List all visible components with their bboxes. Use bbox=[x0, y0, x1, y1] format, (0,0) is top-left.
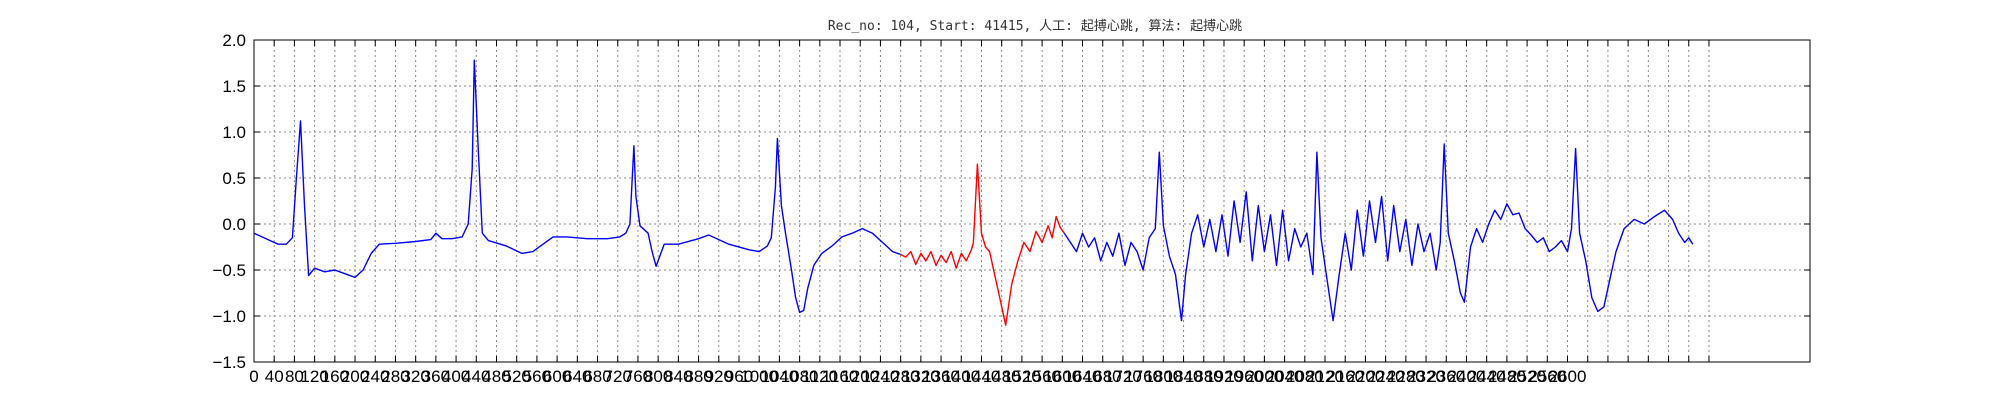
y-tick-label: 1.5 bbox=[222, 77, 246, 96]
series-lines bbox=[253, 59, 1694, 326]
x-tick-label: 1240 bbox=[862, 367, 900, 386]
x-tick-label: 920 bbox=[705, 367, 733, 386]
x-tick-label: 1000 bbox=[740, 367, 778, 386]
x-tick-label: 160 bbox=[321, 367, 349, 386]
x-tick-label: 1400 bbox=[942, 367, 980, 386]
x-tick-label: 2040 bbox=[1266, 367, 1304, 386]
x-tick-label: 880 bbox=[684, 367, 712, 386]
x-tick-label: 1080 bbox=[781, 367, 819, 386]
x-tick-label: 2360 bbox=[1427, 367, 1465, 386]
x-tick-label: 680 bbox=[583, 367, 611, 386]
x-tick-label: 2320 bbox=[1407, 367, 1445, 386]
x-tick-label: 0 bbox=[249, 367, 258, 386]
x-tick-label: 120 bbox=[300, 367, 328, 386]
y-tick-label: −0.5 bbox=[212, 261, 246, 280]
y-tick-label: −1.5 bbox=[212, 353, 246, 372]
y-tick-label: 2.0 bbox=[222, 31, 246, 50]
x-tick-label: 1280 bbox=[882, 367, 920, 386]
chart-title: Rec_no: 104, Start: 41415, 人工: 起搏心跳, 算法:… bbox=[828, 18, 1242, 34]
x-tick-label: 960 bbox=[725, 367, 753, 386]
x-tick-label: 1520 bbox=[1003, 367, 1041, 386]
x-tick-label: 2480 bbox=[1488, 367, 1526, 386]
x-tick-label: 2280 bbox=[1387, 367, 1425, 386]
x-tick-label: 240 bbox=[361, 367, 389, 386]
y-tick-label: 1.0 bbox=[222, 123, 246, 142]
x-tick-label: 280 bbox=[381, 367, 409, 386]
x-tick-label: 40 bbox=[265, 367, 284, 386]
plot-frame bbox=[253, 39, 1811, 363]
series-line-beat bbox=[900, 163, 1065, 326]
x-tick-label: 480 bbox=[482, 367, 510, 386]
x-tick-label: 1640 bbox=[1064, 367, 1102, 386]
x-tick-label: 1480 bbox=[983, 367, 1021, 386]
x-tick-label: 2400 bbox=[1448, 367, 1486, 386]
y-tick-label: 0.0 bbox=[222, 215, 246, 234]
x-tick-label: 400 bbox=[442, 367, 470, 386]
x-tick-label: 2520 bbox=[1508, 367, 1546, 386]
x-tick-label: 2560 bbox=[1528, 367, 1566, 386]
x-tick-label: 560 bbox=[523, 367, 551, 386]
x-tick-label: 360 bbox=[422, 367, 450, 386]
y-tick-label: −1.0 bbox=[212, 307, 246, 326]
x-tick-label: 1680 bbox=[1084, 367, 1122, 386]
x-tick-label: 1960 bbox=[1225, 367, 1263, 386]
x-tick-label: 760 bbox=[624, 367, 652, 386]
x-tick-label: 800 bbox=[644, 367, 672, 386]
x-tick-label: 640 bbox=[563, 367, 591, 386]
x-tick-label: 1360 bbox=[922, 367, 960, 386]
x-tick-label: 1120 bbox=[802, 367, 839, 386]
x-tick-label: 1600 bbox=[1043, 367, 1081, 386]
x-tick-label: 1040 bbox=[760, 367, 798, 386]
x-tick-label: 600 bbox=[543, 367, 571, 386]
x-tick-label: 1720 bbox=[1104, 367, 1142, 386]
x-tick-label: 1320 bbox=[902, 367, 940, 386]
series-line-pre bbox=[253, 59, 901, 313]
x-tick-labels: 0 40 8012016020024028032036040044048052056… bbox=[249, 367, 1586, 386]
x-tick-label: 520 bbox=[503, 367, 531, 386]
x-tick-label: 1440 bbox=[963, 367, 1001, 386]
x-tick-label: 2240 bbox=[1367, 367, 1405, 386]
x-tick-label: 1920 bbox=[1205, 367, 1243, 386]
x-tick-label: 2160 bbox=[1326, 367, 1364, 386]
x-tick-label: 1840 bbox=[1165, 367, 1203, 386]
x-tick-label: 80 bbox=[285, 367, 304, 386]
x-tick-label: 2120 bbox=[1306, 367, 1344, 386]
x-tick-label: 840 bbox=[664, 367, 692, 386]
x-tick-label: 2600 bbox=[1549, 367, 1587, 386]
x-tick-label: 2000 bbox=[1245, 367, 1283, 386]
x-tick-label: 2080 bbox=[1286, 367, 1324, 386]
x-tick-label: 1760 bbox=[1124, 367, 1162, 386]
x-tick-label: 1880 bbox=[1185, 367, 1223, 386]
x-tick-label: 1560 bbox=[1023, 367, 1061, 386]
x-tick-label: 1800 bbox=[1144, 367, 1182, 386]
x-tick-label: 2440 bbox=[1468, 367, 1506, 386]
x-tick-label: 1160 bbox=[822, 367, 859, 386]
axis-ticks bbox=[253, 39, 1810, 363]
x-tick-label: 1200 bbox=[841, 367, 879, 386]
x-tick-label: 320 bbox=[401, 367, 429, 386]
grid-lines bbox=[253, 39, 1810, 363]
series-line-post bbox=[1063, 143, 1694, 322]
x-tick-label: 720 bbox=[604, 367, 632, 386]
x-tick-label: 2200 bbox=[1347, 367, 1385, 386]
y-tick-label: 0.5 bbox=[222, 169, 246, 188]
x-tick-label: 440 bbox=[462, 367, 490, 386]
y-tick-labels: 2.0 1.5 1.0 0.5 0.0 −0.5 −1.0 −1.5 bbox=[212, 31, 246, 372]
x-tick-label: 200 bbox=[341, 367, 369, 386]
